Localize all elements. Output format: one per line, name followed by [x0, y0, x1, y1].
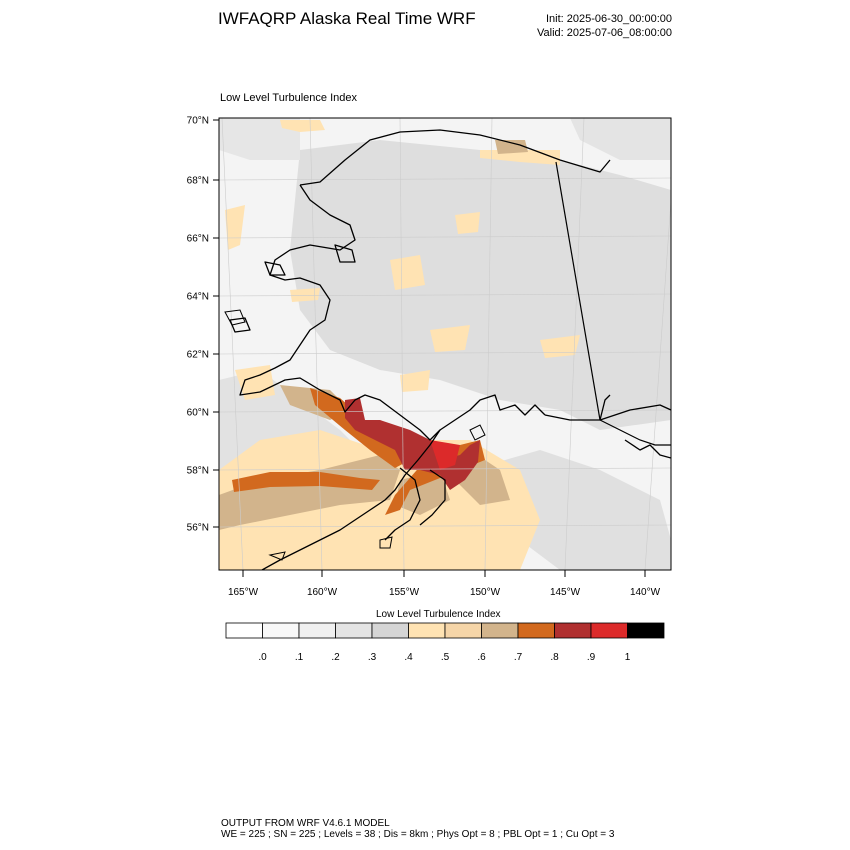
colorbar-swatch	[444, 622, 482, 639]
lon-label: 155°W	[389, 587, 420, 598]
colorbar-swatch	[590, 622, 628, 639]
colorbar-label: 1	[625, 652, 631, 663]
panel-title: Low Level Turbulence Index	[220, 92, 357, 104]
colorbar-label: .1	[295, 652, 304, 663]
valid-time: Valid: 2025-07-06_08:00:00	[537, 27, 672, 39]
international-border	[555, 161, 671, 446]
lat-label: 66°N	[187, 234, 209, 245]
colorbar-swatch	[225, 622, 263, 639]
model-options-line: WE = 225 ; SN = 225 ; Levels = 38 ; Dis …	[221, 829, 615, 840]
latitude-axis: 70°N 68°N 66°N 64°N 62°N 60°N 58°N 56°N	[187, 116, 219, 534]
colorbar-swatch	[517, 622, 555, 639]
graticule	[219, 118, 671, 570]
colorbar-label: .5	[441, 652, 450, 663]
colorbar-label: .7	[514, 652, 523, 663]
colorbar-swatch	[554, 622, 592, 639]
lat-label: 56°N	[187, 523, 209, 534]
colorbar-swatch	[481, 622, 519, 639]
colorbar-labels: .0 .1 .2 .3 .4 .5 .6 .7 .8 .9 1	[258, 652, 630, 663]
colorbar-swatch	[371, 622, 409, 639]
lat-label: 64°N	[187, 292, 209, 303]
colorbar-label: .3	[368, 652, 377, 663]
init-time: Init: 2025-06-30_00:00:00	[546, 13, 672, 25]
colorbar-label: .8	[550, 652, 559, 663]
lat-label: 68°N	[187, 176, 209, 187]
longitude-axis: 165°W 160°W 155°W 150°W 145°W 140°W	[228, 570, 661, 598]
colorbar	[225, 622, 665, 639]
lon-label: 160°W	[307, 587, 338, 598]
colorbar-swatch	[627, 622, 665, 639]
colorbar-swatch	[408, 622, 446, 639]
colorbar-label: .9	[587, 652, 596, 663]
colorbar-swatch	[262, 622, 300, 639]
colorbar-label: .2	[331, 652, 340, 663]
lon-label: 145°W	[550, 587, 581, 598]
map-frame	[218, 117, 672, 571]
model-info-line: OUTPUT FROM WRF V4.6.1 MODEL	[221, 818, 390, 829]
colorbar-label: .0	[258, 652, 267, 663]
lat-label: 70°N	[187, 116, 209, 127]
colorbar-swatch	[335, 622, 373, 639]
colorbar-swatch	[298, 622, 336, 639]
map-plot-area	[219, 118, 671, 570]
lon-label: 165°W	[228, 587, 259, 598]
lat-label: 58°N	[187, 466, 209, 477]
lat-label: 62°N	[187, 350, 209, 361]
lon-label: 140°W	[630, 587, 661, 598]
islands	[224, 309, 486, 561]
colorbar-label: .6	[477, 652, 486, 663]
lon-label: 150°W	[470, 587, 501, 598]
colorbar-label: .4	[404, 652, 413, 663]
colorbar-title: Low Level Turbulence Index	[376, 609, 501, 620]
plot-title: IWFAQRP Alaska Real Time WRF	[218, 9, 476, 28]
field-very-high-index	[345, 398, 480, 490]
coastline	[229, 129, 671, 570]
lat-label: 60°N	[187, 408, 209, 419]
